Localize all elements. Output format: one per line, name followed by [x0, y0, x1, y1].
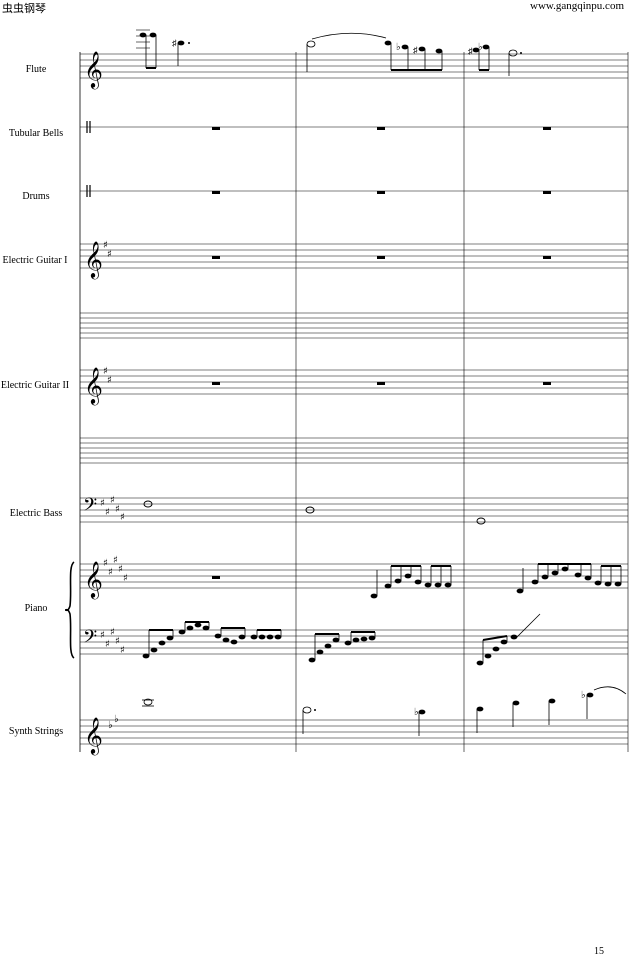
svg-text:♯: ♯ [115, 504, 120, 515]
site-url: www.gangqinpu.com [530, 0, 624, 12]
instrument-label-flute: Flute [25, 64, 47, 75]
svg-text:♯: ♯ [108, 567, 113, 578]
piano-bass-notes [142, 613, 541, 666]
svg-text:♯: ♯ [413, 45, 418, 55]
svg-text:♭: ♭ [581, 690, 586, 701]
svg-text:♭: ♭ [478, 42, 483, 53]
svg-text:♯: ♯ [118, 564, 123, 575]
svg-text:♯: ♯ [113, 555, 118, 566]
svg-text:♯: ♯ [468, 46, 473, 56]
flute-notes: ♯ ♭ ♯ ♯ ♭ [136, 29, 522, 76]
svg-text:♭: ♭ [396, 42, 401, 53]
treble-clef-icon: 𝄞 [84, 50, 103, 89]
synth-strings-notes: ♭ ♭ [142, 686, 627, 736]
page-number: 15 [594, 946, 604, 957]
svg-text:♯: ♯ [123, 573, 128, 584]
svg-text:♯: ♯ [110, 627, 115, 638]
svg-text:♯: ♯ [103, 366, 108, 377]
staff-synth-strings [80, 719, 628, 745]
staff-flute [80, 53, 628, 79]
svg-text:♭: ♭ [108, 720, 113, 731]
svg-text:♯: ♯ [100, 630, 105, 641]
bass-clef-icon: 𝄢 [83, 495, 97, 520]
svg-text:♯: ♯ [100, 498, 105, 509]
piano-treble-notes [370, 563, 622, 599]
staff-electric-guitar-1 [80, 243, 628, 269]
svg-text:♯: ♯ [172, 38, 177, 48]
svg-text:♯: ♯ [107, 375, 112, 386]
bass-notes [143, 500, 486, 525]
instrument-label-electric-bass: Electric Bass [9, 508, 63, 519]
instrument-label-piano: Piano [24, 603, 48, 614]
tab-staff-electric-guitar-2 [80, 437, 628, 464]
svg-text:♯: ♯ [120, 645, 125, 656]
staff-electric-bass [80, 497, 628, 523]
svg-text:♯: ♯ [120, 512, 125, 523]
percussion-clef-icon [86, 121, 91, 197]
staff-electric-guitar-2 [80, 369, 628, 395]
piano-brace [64, 561, 75, 659]
bass-clef-icon: 𝄢 [83, 627, 97, 652]
svg-text:♯: ♯ [110, 495, 115, 506]
svg-text:♯: ♯ [105, 507, 110, 518]
instrument-label-electric-guitar-1: Electric Guitar I [2, 255, 68, 266]
instrument-label-electric-guitar-2: Electric Guitar II [0, 380, 70, 391]
svg-text:♯: ♯ [115, 636, 120, 647]
site-name: 虫虫钢琴 [2, 2, 46, 15]
treble-clef-icon: 𝄞 [84, 366, 103, 405]
svg-text:♯: ♯ [105, 639, 110, 650]
key-signature: ♯♯ ♯♯ ♯♯♯♯♯ ♯♯♯♯♯ ♯♯♯♯♯ ♭♭ [100, 240, 128, 731]
svg-text:♭: ♭ [414, 707, 419, 718]
treble-clef-icon: 𝄞 [84, 560, 103, 599]
instrument-label-tubular-bells: Tubular Bells [8, 128, 64, 139]
instrument-label-drums: Drums [22, 191, 50, 202]
svg-text:♯: ♯ [107, 249, 112, 260]
svg-text:♯: ♯ [103, 240, 108, 251]
svg-text:♭: ♭ [114, 714, 119, 725]
svg-text:♯: ♯ [103, 558, 108, 569]
instrument-label-synth-strings: Synth Strings [8, 726, 64, 737]
treble-clef-icon: 𝄞 [84, 716, 103, 755]
treble-clef-icon: 𝄞 [84, 240, 103, 279]
whole-rest [212, 127, 551, 579]
tab-staff-electric-guitar-1 [80, 312, 628, 339]
